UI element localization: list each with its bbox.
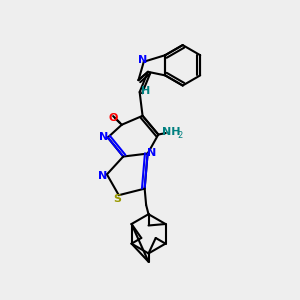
Text: N: N [147,148,156,158]
Text: N: N [138,55,147,65]
Text: S: S [113,194,121,204]
Text: N: N [99,132,109,142]
Text: H: H [141,86,150,96]
Text: O: O [108,113,118,123]
Text: NH: NH [162,127,180,137]
Text: N: N [98,171,107,181]
Text: 2: 2 [177,131,182,140]
